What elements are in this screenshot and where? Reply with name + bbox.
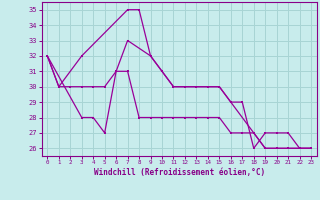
X-axis label: Windchill (Refroidissement éolien,°C): Windchill (Refroidissement éolien,°C)	[94, 168, 265, 177]
